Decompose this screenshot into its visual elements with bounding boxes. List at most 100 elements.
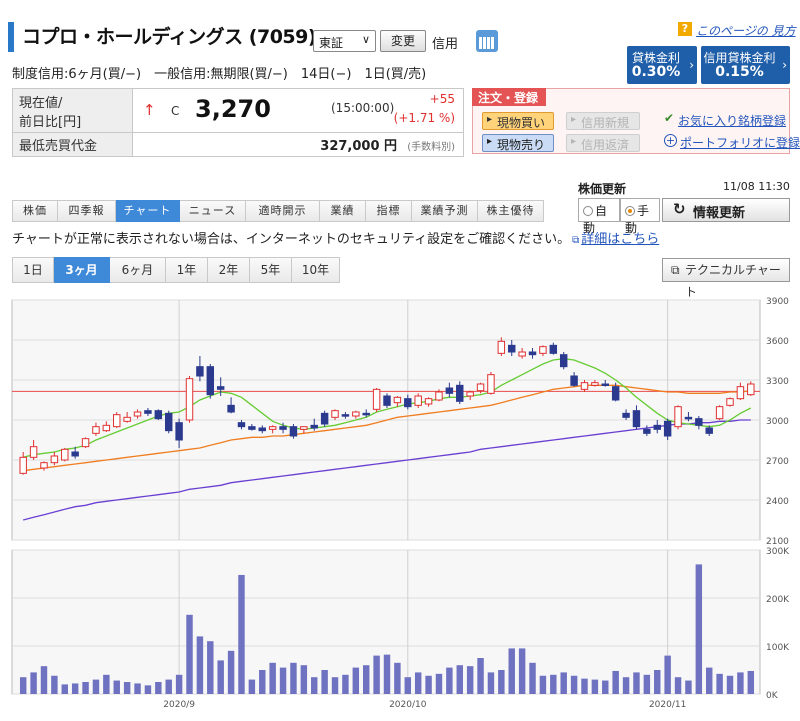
candle <box>383 395 391 406</box>
volume-bar <box>435 673 443 694</box>
volume-bar <box>217 660 224 694</box>
volume-axis-label: 0K <box>766 691 779 701</box>
x-tick-label: 2020/11 <box>649 700 686 710</box>
spot-buy-button[interactable]: 現物買い <box>482 112 554 130</box>
volume-bar <box>61 684 68 694</box>
calendar-icon[interactable] <box>476 30 498 52</box>
volume-bar <box>30 672 37 694</box>
tab-earnings[interactable]: 業績 <box>320 200 366 222</box>
tab-disclosure[interactable]: 適時開示 <box>246 200 320 222</box>
candle <box>154 410 163 420</box>
volume-axis-label: 100K <box>766 643 790 653</box>
candle <box>196 366 204 377</box>
volume-bar <box>706 667 713 694</box>
chevron-right-icon: › <box>689 58 694 72</box>
candle <box>414 395 422 406</box>
volume-bar <box>477 658 484 694</box>
volume-bar <box>539 675 547 694</box>
candle <box>736 386 745 400</box>
candle <box>258 427 266 432</box>
update-timestamp: 11/08 11:30 <box>723 180 790 193</box>
period-1d[interactable]: 1日 <box>12 257 54 283</box>
candle <box>497 340 506 354</box>
candle <box>268 426 277 430</box>
volume-bar <box>466 666 474 694</box>
margin-lending-rate-box[interactable]: 信用貸株金利 0.15% › <box>701 46 790 84</box>
spot-sell-button[interactable]: 現物売り <box>482 134 554 152</box>
margin-close-button: 信用返済 <box>566 134 640 152</box>
period-5y[interactable]: 5年 <box>250 257 292 283</box>
tab-shareholder-benefits[interactable]: 株主優待 <box>478 200 544 222</box>
period-tabs: 1日 3ヶ月 6ヶ月 1年 2年 5年 10年 <box>12 257 340 283</box>
volume-bar <box>612 670 619 694</box>
margin-info-line: 制度信用:6ヶ月(買/−) 一般信用:無期限(買/−) 14日(−) 1日(買/… <box>12 67 427 82</box>
portfolio-register-link[interactable]: ポートフォリオに登録 <box>680 136 800 150</box>
help-link[interactable]: このページの 見方 <box>696 24 796 38</box>
volume-bar <box>165 679 172 694</box>
price-axis-label: 2700 <box>766 457 789 467</box>
volume-bar <box>695 564 703 694</box>
candle <box>320 412 329 425</box>
candle <box>289 426 298 437</box>
volume-bar <box>248 679 256 694</box>
favorite-register-link[interactable]: お気に入り銘柄登録 <box>678 114 787 128</box>
volume-bar <box>155 682 162 694</box>
volume-bar <box>342 674 349 694</box>
candle <box>591 382 599 386</box>
lending-rate-label: 貸株金利 <box>631 51 680 65</box>
volume-bar <box>581 678 588 694</box>
volume-bar <box>570 675 578 694</box>
period-6m[interactable]: 6ヶ月 <box>110 257 166 283</box>
change-button[interactable]: 変更 <box>380 30 426 52</box>
volume-axis-label: 200K <box>766 595 790 605</box>
tab-shikiho[interactable]: 四季報 <box>58 200 116 222</box>
x-tick-label: 2020/10 <box>389 700 427 710</box>
help-icon[interactable]: ? <box>678 22 692 36</box>
volume-bar <box>425 675 432 694</box>
price-axis-label: 3600 <box>766 337 789 347</box>
candle <box>653 424 661 430</box>
volume-bar <box>560 672 567 694</box>
change-label: 前日比[円] <box>19 114 82 130</box>
volume-bar <box>175 674 183 694</box>
technical-chart-button[interactable]: ⧉ テクニカルチャート <box>662 258 790 299</box>
candle <box>331 410 339 418</box>
volume-axis-label: 300K <box>766 547 790 557</box>
details-link[interactable]: 詳細はこちら <box>581 232 660 247</box>
period-1y[interactable]: 1年 <box>166 257 208 283</box>
tab-news[interactable]: ニュース <box>180 200 246 222</box>
volume-bar <box>373 655 380 694</box>
candle <box>164 412 173 432</box>
close-flag: C <box>171 104 180 118</box>
tab-indicators[interactable]: 指標 <box>366 200 412 222</box>
period-2y[interactable]: 2年 <box>208 257 250 283</box>
period-10y[interactable]: 10年 <box>292 257 340 283</box>
exchange-select[interactable]: 東証 ∨ <box>313 30 376 52</box>
lending-rate-box[interactable]: 貸株金利 0.30% › <box>627 46 697 84</box>
current-price: 3,270 <box>195 95 271 123</box>
volume-bar <box>529 662 536 694</box>
tab-stock-price[interactable]: 株価 <box>12 200 58 222</box>
volume-bar <box>352 667 360 694</box>
manual-mode-radio[interactable]: 手動 <box>620 198 660 235</box>
auto-mode-radio[interactable]: 自動 <box>578 198 620 235</box>
refresh-button[interactable]: ↻ 情報更新 <box>662 198 790 222</box>
volume-bar <box>716 673 723 694</box>
volume-bar <box>550 674 557 694</box>
volume-bar <box>518 648 526 694</box>
tab-chart[interactable]: チャート <box>116 200 180 222</box>
radio-selected-icon <box>625 206 635 216</box>
candle <box>611 386 620 401</box>
tab-forecast[interactable]: 業績予測 <box>412 200 478 222</box>
candle <box>508 344 516 353</box>
refresh-label: 情報更新 <box>693 206 746 221</box>
volume-bar <box>446 667 453 694</box>
candle <box>404 398 412 408</box>
volume-bar <box>508 648 515 694</box>
min-trade-value: 327,000 円 <box>320 139 398 154</box>
min-trade-label: 最低売買代金 <box>12 132 133 157</box>
candle <box>144 410 152 414</box>
period-3m[interactable]: 3ヶ月 <box>54 257 110 283</box>
volume-bar <box>414 672 422 694</box>
